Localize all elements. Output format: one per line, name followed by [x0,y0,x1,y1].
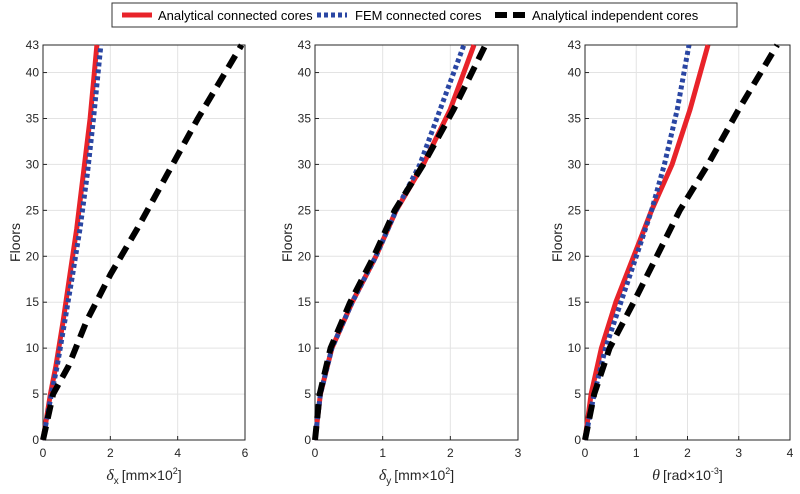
axes-frame [314,44,519,441]
series-line-0 [40,44,100,441]
x-tick-label: 2 [684,446,691,460]
series-line-1 [40,44,104,441]
x-axis-unit: [mm×10 [122,467,173,483]
x-axis-unit: [rad×10 [663,467,711,483]
x-tick-label: 3 [515,446,522,460]
x-axis-exponent: 2 [173,466,178,476]
y-tick-label: 43 [298,38,312,52]
series-line-1 [582,44,692,441]
x-axis-symbol: δ [106,467,114,484]
y-axis-label: Floors [7,223,23,262]
y-tick-label: 0 [574,433,581,447]
y-tick-label: 0 [32,433,39,447]
x-axis-symbol: δ [379,467,387,484]
x-axis-exponent: -3 [711,466,719,476]
y-tick-label: 40 [26,66,40,80]
legend-label-2: Analytical independent cores [532,8,699,23]
x-tick-label: 1 [633,446,640,460]
series-line-1 [312,44,467,441]
legend: Analytical connected cores FEM connected … [111,2,738,28]
plot-area [315,45,518,440]
x-tick-label: 4 [787,446,794,460]
x-axis-close: ] [719,467,723,483]
y-tick-label: 20 [568,249,582,263]
y-tick-label: 35 [26,111,40,125]
y-tick-label: 30 [298,157,312,171]
x-axis-label: θ [rad×10-3] [652,466,723,484]
y-tick-label: 30 [568,157,582,171]
x-axis-close: ] [178,467,182,483]
y-tick-label: 15 [26,295,40,309]
x-tick-label: 0 [40,446,47,460]
y-tick-label: 20 [26,249,40,263]
y-tick-label: 25 [298,203,312,217]
axes-frame [42,44,246,441]
x-axis-exponent: 2 [445,466,450,476]
series-line-2 [40,43,245,441]
y-tick-label: 15 [298,295,312,309]
y-tick-label: 25 [568,203,582,217]
series-line-2 [312,43,489,441]
x-tick-label: 3 [735,446,742,460]
y-tick-label: 15 [568,295,582,309]
x-axis-label: δy [mm×102] [379,466,454,487]
y-tick-label: 43 [26,38,40,52]
y-tick-label: 10 [298,341,312,355]
y-tick-label: 25 [26,203,40,217]
series-line-2 [582,43,780,441]
x-tick-label: 4 [174,446,181,460]
x-tick-label: 2 [107,446,114,460]
y-axis-label: Floors [549,223,565,262]
x-axis-symbol: θ [652,467,660,484]
y-tick-label: 10 [26,341,40,355]
x-axis-subscript: x [114,476,119,487]
y-axis-label: Floors [279,223,295,262]
y-tick-label: 40 [568,66,582,80]
y-tick-label: 30 [26,157,40,171]
legend-box [111,2,738,28]
y-tick-label: 5 [32,387,39,401]
x-axis-subscript: y [386,476,391,487]
x-tick-label: 1 [379,446,386,460]
legend-label-0: Analytical connected cores [158,8,313,23]
y-tick-label: 5 [574,387,581,401]
x-tick-label: 0 [582,446,589,460]
x-axis-label: δx [mm×102] [106,466,181,487]
y-tick-label: 20 [298,249,312,263]
x-tick-label: 2 [447,446,454,460]
y-tick-label: 0 [304,433,311,447]
x-axis-unit: [mm×10 [394,467,445,483]
x-tick-label: 6 [242,446,249,460]
y-tick-label: 35 [568,111,582,125]
legend-label-1: FEM connected cores [355,8,482,23]
y-tick-label: 35 [298,111,312,125]
x-tick-label: 0 [312,446,319,460]
y-tick-label: 43 [568,38,582,52]
y-tick-label: 5 [304,387,311,401]
x-axis-close: ] [450,467,454,483]
y-tick-label: 40 [298,66,312,80]
y-tick-label: 10 [568,341,582,355]
